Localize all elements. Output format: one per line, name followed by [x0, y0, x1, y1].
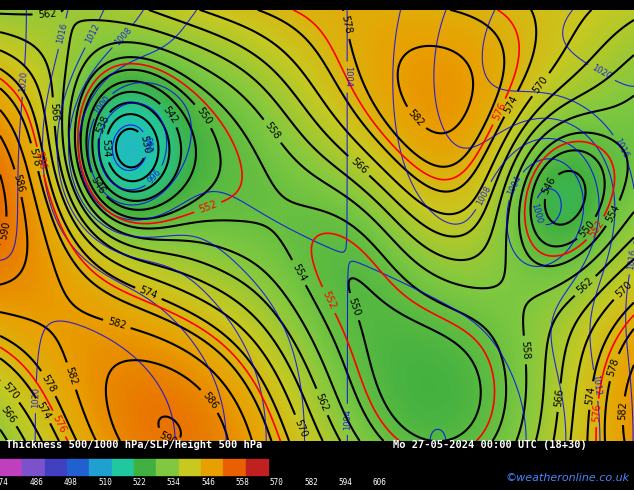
Text: 1004: 1004: [342, 67, 352, 88]
Bar: [67, 459, 89, 474]
Text: 566: 566: [553, 388, 565, 407]
Text: 594: 594: [339, 478, 353, 487]
Text: 570: 570: [531, 74, 550, 95]
Text: 530: 530: [139, 134, 152, 154]
Text: 550: 550: [347, 296, 362, 317]
Text: 1020: 1020: [31, 387, 41, 408]
Bar: [245, 459, 268, 474]
Text: 546: 546: [540, 175, 558, 196]
Text: 554: 554: [290, 262, 307, 283]
Text: 576: 576: [33, 150, 48, 171]
Text: 554: 554: [605, 203, 622, 224]
Text: 562: 562: [37, 8, 56, 20]
Text: 534: 534: [101, 139, 112, 158]
Text: 552: 552: [320, 290, 337, 311]
Text: 582: 582: [304, 478, 318, 487]
Text: 562: 562: [314, 392, 330, 413]
Text: 1016: 1016: [626, 248, 634, 270]
Text: 1008: 1008: [474, 184, 493, 207]
Text: Thickness 500/1000 hPa/SLP/Height 500 hPa: Thickness 500/1000 hPa/SLP/Height 500 hP…: [6, 440, 262, 450]
Text: 550: 550: [194, 105, 213, 126]
Text: 510: 510: [98, 478, 112, 487]
Text: 558: 558: [262, 121, 282, 142]
Bar: [179, 459, 201, 474]
Text: 996: 996: [146, 168, 164, 186]
Text: 562: 562: [575, 276, 595, 296]
Text: 1016: 1016: [55, 23, 69, 45]
Text: 552: 552: [197, 199, 218, 215]
Text: 582: 582: [618, 401, 629, 420]
Text: 570: 570: [270, 478, 284, 487]
Text: 578: 578: [27, 147, 42, 168]
Bar: [22, 459, 44, 474]
Text: 566: 566: [349, 156, 369, 176]
Text: 1000: 1000: [529, 202, 543, 225]
Text: 586: 586: [200, 391, 219, 411]
Bar: [201, 459, 223, 474]
Text: 566: 566: [0, 404, 18, 425]
Text: 550: 550: [578, 219, 597, 239]
Text: 582: 582: [406, 108, 425, 129]
Text: 1020: 1020: [590, 63, 612, 82]
Text: 576: 576: [491, 101, 508, 122]
Text: 576: 576: [592, 403, 603, 422]
Text: 1016: 1016: [612, 137, 630, 160]
Text: 582: 582: [107, 317, 127, 331]
Text: 574: 574: [502, 94, 520, 115]
Text: 474: 474: [0, 478, 9, 487]
Text: 576: 576: [51, 413, 68, 434]
Text: 486: 486: [29, 478, 43, 487]
Bar: [223, 459, 245, 474]
Text: 546: 546: [89, 175, 107, 196]
Bar: [89, 459, 112, 474]
Text: 570: 570: [614, 279, 634, 299]
Text: 546: 546: [201, 478, 215, 487]
Text: 1020: 1020: [18, 71, 29, 92]
Text: 570: 570: [292, 417, 309, 439]
Text: 1012: 1012: [590, 374, 602, 396]
Text: 1004: 1004: [506, 174, 523, 196]
Text: 1004: 1004: [343, 409, 352, 430]
Text: 1012: 1012: [84, 22, 101, 45]
Text: 538: 538: [94, 114, 110, 135]
Text: 558: 558: [519, 341, 531, 360]
Text: 1000: 1000: [92, 94, 112, 116]
Text: ©weatheronline.co.uk: ©weatheronline.co.uk: [505, 473, 630, 483]
Text: 570: 570: [1, 381, 20, 401]
Text: 552: 552: [586, 218, 605, 239]
Text: 574: 574: [34, 400, 52, 421]
Text: 606: 606: [373, 478, 387, 487]
Bar: [156, 459, 179, 474]
Text: 574: 574: [585, 386, 597, 405]
Text: 542: 542: [160, 104, 179, 125]
Text: 578: 578: [339, 15, 353, 35]
Text: 498: 498: [64, 478, 78, 487]
Text: 992: 992: [142, 136, 152, 152]
Text: 566: 566: [48, 102, 60, 121]
Text: 582: 582: [64, 366, 79, 387]
Text: 558: 558: [235, 478, 249, 487]
Text: 590: 590: [0, 220, 12, 241]
Text: 534: 534: [167, 478, 181, 487]
Text: 590: 590: [157, 430, 178, 448]
Text: 578: 578: [606, 357, 621, 378]
Text: Mo 27-05-2024 00:00 UTC (18+30): Mo 27-05-2024 00:00 UTC (18+30): [393, 440, 587, 450]
Text: 578: 578: [40, 373, 58, 394]
Text: 586: 586: [11, 173, 25, 194]
Bar: [134, 459, 156, 474]
Text: 1008: 1008: [113, 25, 133, 47]
Text: 574: 574: [138, 285, 159, 301]
Bar: [0, 459, 22, 474]
Bar: [44, 459, 67, 474]
Text: 522: 522: [133, 478, 146, 487]
Bar: [112, 459, 134, 474]
